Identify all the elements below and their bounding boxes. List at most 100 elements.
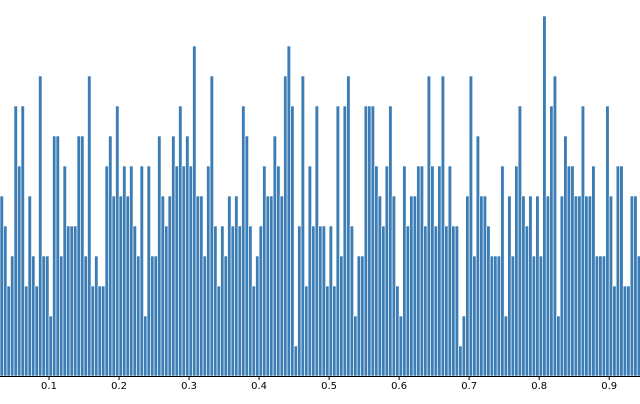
bar: [139, 165, 144, 377]
bar: [300, 75, 305, 377]
bar: [297, 225, 302, 377]
bar: [339, 255, 344, 377]
bar: [542, 15, 547, 377]
bar: [552, 75, 557, 377]
bar: [269, 195, 274, 377]
bar: [272, 135, 277, 377]
bar: [395, 285, 400, 377]
bar: [493, 255, 498, 377]
bar: [489, 255, 494, 377]
bar: [517, 105, 522, 377]
bar: [311, 225, 316, 377]
x-tick-label: 0.4: [251, 381, 267, 392]
bar: [447, 165, 452, 377]
bar: [353, 315, 358, 377]
bar: [629, 195, 634, 377]
plot-area: [0, 15, 640, 377]
bar: [167, 195, 172, 377]
bar: [213, 225, 218, 377]
bar: [24, 285, 29, 377]
bar: [125, 195, 130, 377]
bar: [76, 135, 81, 377]
bar: [132, 225, 137, 377]
bar: [367, 105, 372, 377]
bar: [475, 135, 480, 377]
bar: [619, 165, 624, 377]
bar: [377, 195, 382, 377]
bar: [514, 165, 519, 377]
bar: [258, 225, 263, 377]
bar: [255, 255, 260, 377]
bar: [458, 345, 463, 377]
bar: [615, 165, 620, 377]
bar: [605, 105, 610, 377]
bar: [20, 105, 25, 377]
bar: [276, 165, 281, 377]
bar: [626, 285, 631, 377]
bar: [472, 255, 477, 377]
bar: [230, 225, 235, 377]
bar: [178, 105, 183, 377]
bar: [108, 135, 113, 377]
bar: [94, 255, 99, 377]
bar: [433, 225, 438, 377]
bar: [622, 285, 627, 377]
bar: [136, 255, 141, 377]
bar: [38, 75, 43, 377]
bar: [237, 225, 242, 377]
bar: [251, 285, 256, 377]
x-tick-label: 0.3: [181, 381, 197, 392]
bar: [87, 75, 92, 377]
bar: [500, 165, 505, 377]
bar: [318, 225, 323, 377]
bar: [101, 285, 106, 377]
bar: [262, 165, 267, 377]
bar: [55, 135, 60, 377]
bar: [409, 195, 414, 377]
bar: [580, 105, 585, 377]
bar: [538, 255, 543, 377]
bar: [304, 285, 309, 377]
bar: [402, 165, 407, 377]
bar: [129, 165, 134, 377]
bar: [388, 105, 393, 377]
bar: [440, 75, 445, 377]
bar: [461, 315, 466, 377]
x-tick-label: 0.7: [461, 381, 477, 392]
x-tick-label: 0.5: [321, 381, 337, 392]
bar: [209, 75, 214, 377]
bar: [0, 195, 4, 377]
bar: [122, 165, 127, 377]
bar: [314, 105, 319, 377]
bar: [633, 195, 638, 377]
bar: [66, 225, 71, 377]
bar: [587, 195, 592, 377]
bar: [3, 225, 8, 377]
bar: [307, 165, 312, 377]
bar: [384, 165, 389, 377]
bar: [52, 135, 57, 377]
bar: [199, 195, 204, 377]
bar: [342, 105, 347, 377]
bar: [545, 195, 550, 377]
bar: [181, 165, 186, 377]
bar: [248, 225, 253, 377]
bar: [164, 225, 169, 377]
bar: [13, 105, 18, 377]
bar: [381, 225, 386, 377]
bar: [570, 165, 575, 377]
bar: [335, 105, 340, 377]
bar: [356, 255, 361, 377]
bar: [192, 45, 197, 377]
bar: [174, 165, 179, 377]
bar: [360, 255, 365, 377]
bar: [563, 135, 568, 377]
bar: [549, 105, 554, 377]
bar: [115, 105, 120, 377]
bar: [293, 345, 298, 377]
bar: [97, 285, 102, 377]
bar: [405, 225, 410, 377]
bar: [556, 315, 561, 377]
bar: [577, 195, 582, 377]
